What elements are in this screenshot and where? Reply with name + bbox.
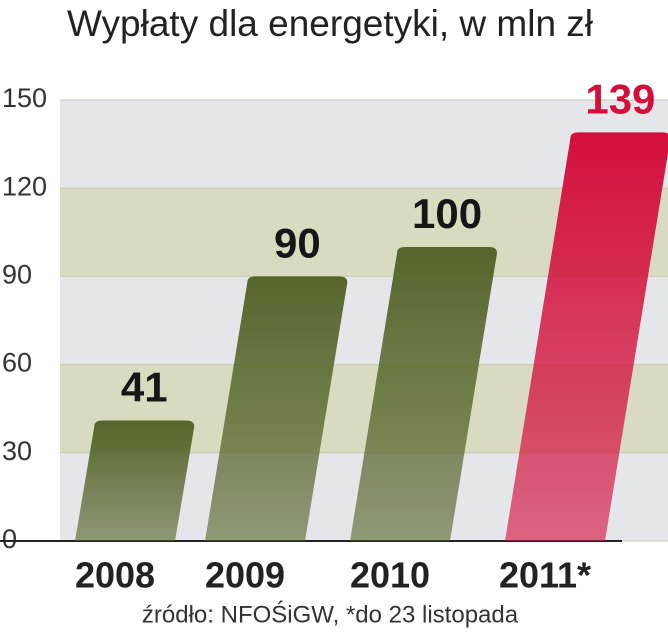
x-tick-label: 2010 <box>350 555 430 596</box>
x-tick-label: 2011* <box>499 555 591 596</box>
x-tick-label: 2008 <box>75 555 155 596</box>
value-label: 90 <box>274 219 321 266</box>
x-tick-label: 2009 <box>205 555 285 596</box>
y-tick-label: 30 <box>2 436 32 466</box>
value-label: 41 <box>121 364 168 411</box>
y-tick-label: 90 <box>2 260 32 290</box>
value-label: 100 <box>412 190 482 237</box>
chart-title: Wypłaty dla energetyki, w mln zł <box>67 3 593 44</box>
value-label: 139 <box>585 75 655 122</box>
source-note: źródło: NFOŚiGW, *do 23 listopada <box>142 600 519 628</box>
bar <box>205 276 348 541</box>
y-tick-label: 0 <box>2 524 17 554</box>
y-tick-label: 60 <box>2 348 32 378</box>
y-tick-label: 120 <box>2 171 47 201</box>
y-tick-label: 150 <box>2 83 47 113</box>
bar <box>505 132 668 541</box>
bar <box>75 420 195 541</box>
bar <box>350 247 498 541</box>
